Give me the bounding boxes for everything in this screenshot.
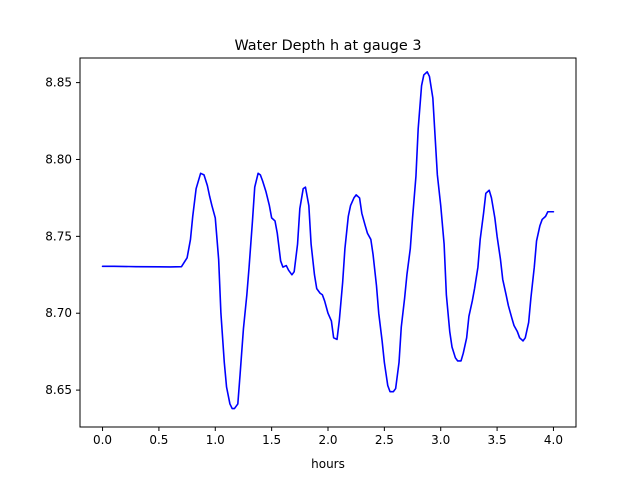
x-tick-label: 1.5: [262, 433, 281, 447]
chart-title: Water Depth h at gauge 3: [234, 38, 421, 54]
x-tick-label: 1.0: [206, 433, 225, 447]
x-axis-title: hours: [311, 457, 345, 471]
x-tick-label: 4.0: [544, 433, 563, 447]
y-tick-label: 8.75: [45, 229, 72, 243]
x-tick-label: 2.0: [318, 433, 337, 447]
x-tick-label: 2.5: [375, 433, 394, 447]
y-axis: 8.65 8.70 8.75 8.80 8.85: [45, 76, 80, 397]
x-axis: 0.0 0.5 1.0 1.5 2.0 2.5 3.0 3.5 4.0: [93, 427, 563, 447]
x-tick-label: 0.5: [149, 433, 168, 447]
y-tick-label: 8.85: [45, 76, 72, 90]
series-line-0: [101, 71, 555, 410]
x-tick-label: 3.0: [431, 433, 450, 447]
y-tick-label: 8.70: [45, 306, 72, 320]
x-tick-label: 3.5: [488, 433, 507, 447]
x-tick-label: 0.0: [93, 433, 112, 447]
plot-area: [101, 71, 555, 410]
y-tick-label: 8.65: [45, 383, 72, 397]
y-tick-label: 8.80: [45, 152, 72, 166]
